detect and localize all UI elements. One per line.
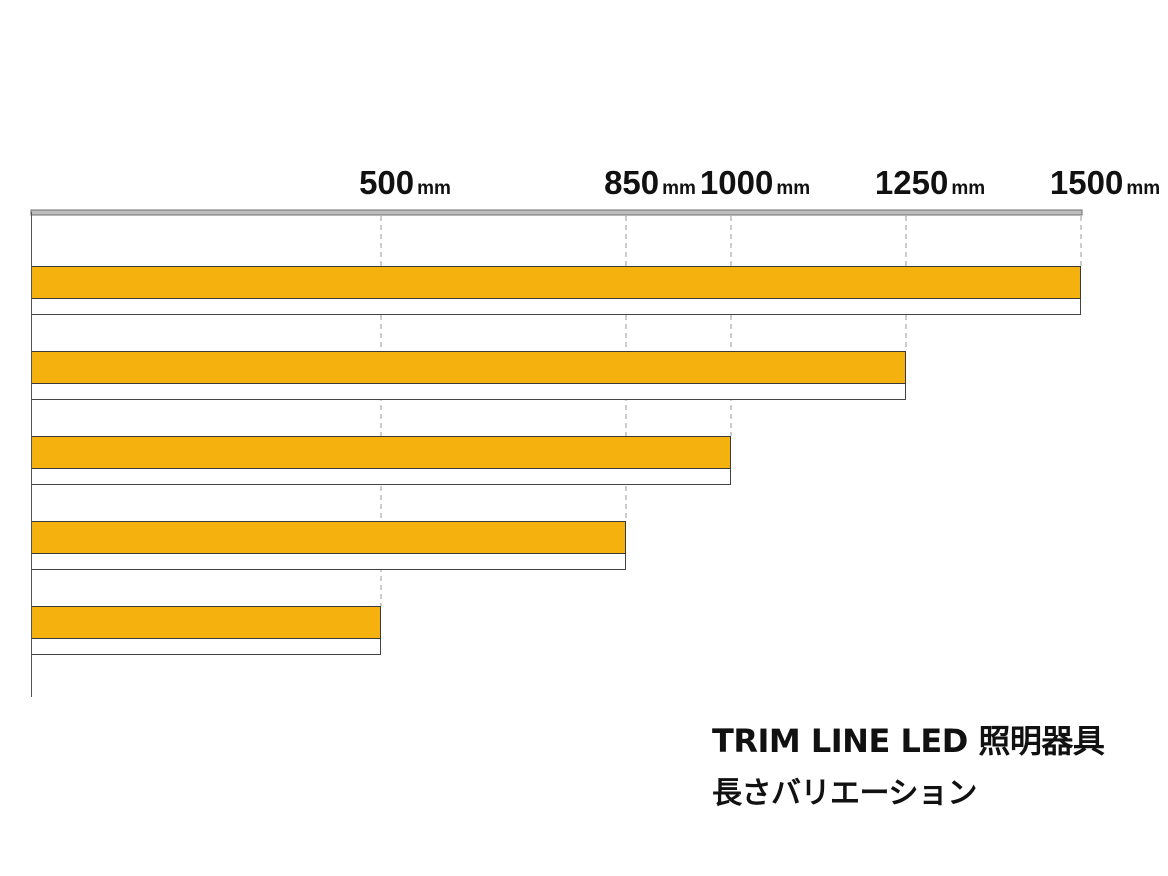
tick-unit: mm xyxy=(951,178,985,199)
tick-label: 500 mm xyxy=(359,164,451,201)
tick-label: 1500 mm xyxy=(1050,164,1160,201)
tick-labels: 500 mm 850 mm 1000 mm 1250 mm 1500 mm xyxy=(359,164,1160,201)
tick-value: 1000 xyxy=(700,164,773,201)
tick-value: 850 xyxy=(604,164,659,201)
tick-unit: mm xyxy=(662,178,696,199)
tick-label: 1000 mm xyxy=(700,164,810,201)
tick-unit: mm xyxy=(1126,178,1160,199)
tick-value: 500 xyxy=(359,164,414,201)
axis xyxy=(30,209,1083,697)
top-axis-line xyxy=(30,209,1083,216)
tick-value: 1250 xyxy=(875,164,948,201)
bar-underside xyxy=(31,298,1081,315)
caption-title: TRIM LINE LED 照明器具 xyxy=(712,722,1105,760)
tick-unit: mm xyxy=(417,178,451,199)
bars xyxy=(31,266,1081,655)
bar xyxy=(31,521,626,554)
tick-unit: mm xyxy=(776,178,810,199)
caption-subtitle: 長さバリエーション xyxy=(712,776,977,811)
bar-underside xyxy=(31,638,381,655)
bar-underside xyxy=(31,383,906,400)
tick-label: 850 mm xyxy=(604,164,696,201)
bar-underside xyxy=(31,468,731,485)
bar xyxy=(31,606,381,639)
bar xyxy=(31,436,731,469)
tick-label: 1250 mm xyxy=(875,164,985,201)
tick-value: 1500 xyxy=(1050,164,1123,201)
bar xyxy=(31,266,1081,299)
bar xyxy=(31,351,906,384)
bar-underside xyxy=(31,553,626,570)
